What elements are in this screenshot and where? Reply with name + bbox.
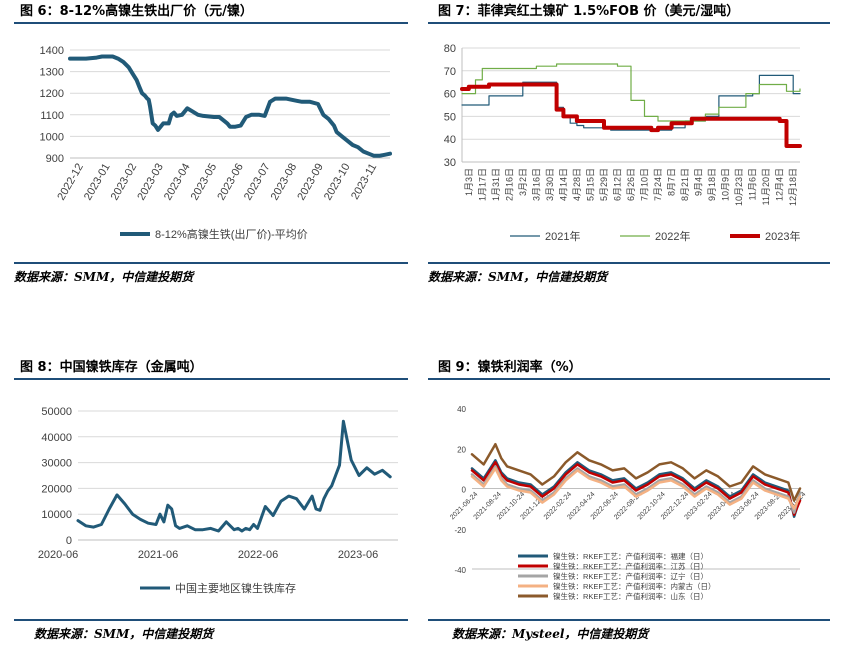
fig7-legend-label: 2023年 bbox=[765, 229, 800, 243]
fig9-legend-label: 镍生铁：RKEF工艺：产值利润率：辽宁（日） bbox=[553, 571, 708, 581]
fig7-x-tick-label: 3月30日 bbox=[545, 168, 555, 201]
fig8-x-tick-label: 2023-06 bbox=[338, 549, 378, 561]
fig9-title: 图 9：镍铁利润率（%） bbox=[438, 360, 582, 375]
fig7-x-tick-label: 11月20日 bbox=[761, 168, 771, 205]
fig9-series-line bbox=[470, 465, 802, 514]
fig6-top-rule bbox=[14, 22, 408, 24]
fig7-legend-label: 2022年 bbox=[655, 229, 690, 243]
fig7-x-tick-label: 12月4日 bbox=[775, 168, 785, 201]
fig7-x-tick-label: 6月12日 bbox=[612, 168, 622, 201]
fig6-y-tick-label: 1400 bbox=[40, 45, 64, 57]
fig7-y-tick-label: 80 bbox=[444, 43, 456, 55]
fig7-x-tick-label: 4月28日 bbox=[572, 168, 582, 201]
fig7-x-tick-label: 6月26日 bbox=[626, 168, 636, 201]
fig6-y-tick-label: 1300 bbox=[40, 67, 64, 79]
fig9-series-line bbox=[470, 459, 802, 518]
fig7-title: 图 7：菲律宾红土镍矿 1.5%FOB 价（美元/湿吨） bbox=[438, 4, 740, 19]
fig8-top-rule bbox=[14, 378, 408, 380]
fig8-y-tick-label: 0 bbox=[66, 535, 72, 547]
fig7-x-tick-label: 10月9日 bbox=[721, 168, 731, 201]
fig7-x-tick-label: 10月23日 bbox=[734, 168, 744, 206]
fig8-x-tick-label: 2022-06 bbox=[238, 549, 278, 561]
fig8-y-tick-label: 50000 bbox=[41, 406, 72, 418]
fig8-title: 图 8：中国镍铁库存（金属吨） bbox=[20, 360, 203, 375]
fig6-y-tick-label: 1200 bbox=[40, 88, 64, 100]
fig7-bottom-rule bbox=[428, 262, 830, 264]
fig7-x-tick-label: 2月16日 bbox=[504, 168, 514, 201]
fig7-x-tick-label: 9月4日 bbox=[694, 168, 704, 196]
fig7-y-tick-label: 60 bbox=[444, 89, 456, 101]
fig7-y-tick-label: 50 bbox=[444, 111, 456, 123]
fig6-bottom-rule bbox=[14, 262, 408, 264]
fig9-legend-label: 镍生铁：RKEF工艺：产值利润率：江苏（日） bbox=[553, 561, 708, 571]
fig7-x-tick-label: 1月3日 bbox=[464, 168, 474, 196]
fig9-y-tick-label: 0 bbox=[462, 486, 467, 495]
fig7-source: 数据来源：SMM，中信建投期货 bbox=[428, 270, 608, 284]
fig6-y-tick-label: 900 bbox=[46, 153, 64, 165]
fig9-bottom-rule bbox=[428, 619, 830, 621]
fig8-y-tick-label: 40000 bbox=[41, 432, 72, 444]
fig7-x-tick-label: 3月16日 bbox=[531, 168, 541, 201]
fig9-legend-label: 镍生铁：RKEF工艺：产值利润率：山东（日） bbox=[553, 591, 708, 601]
fig9-top-rule bbox=[428, 378, 830, 380]
fig7-top-rule bbox=[428, 22, 830, 24]
fig7-x-tick-label: 7月10日 bbox=[640, 168, 650, 201]
fig7-x-tick-label: 9月18日 bbox=[707, 168, 717, 201]
fig9-series-line bbox=[470, 461, 802, 516]
fig7-x-tick-label: 1月17日 bbox=[477, 168, 487, 201]
fig7-x-tick-label: 12月18日 bbox=[788, 168, 798, 206]
fig6-source: 数据来源：SMM，中信建投期货 bbox=[14, 270, 194, 284]
fig9-series-line bbox=[470, 467, 802, 510]
fig8-y-tick-label: 10000 bbox=[41, 509, 72, 521]
fig7-y-tick-label: 30 bbox=[444, 157, 456, 169]
fig7-x-tick-label: 8月21日 bbox=[680, 168, 690, 201]
fig6-title: 图 6：8-12%高镍生铁出厂价（元/镍） bbox=[20, 4, 253, 19]
fig6-y-tick-label: 1100 bbox=[40, 110, 64, 122]
fig9-y-tick-label: -40 bbox=[454, 566, 466, 575]
fig6-y-tick-label: 1000 bbox=[40, 131, 64, 143]
fig7-x-tick-label: 5月15日 bbox=[585, 168, 595, 201]
fig9-y-tick-label: -20 bbox=[454, 526, 466, 535]
fig8-legend-label: 中国主要地区镍生铁库存 bbox=[175, 581, 296, 595]
fig9-y-tick-label: 20 bbox=[457, 445, 466, 454]
fig8-y-tick-label: 20000 bbox=[41, 483, 72, 495]
fig6-series-line bbox=[68, 54, 392, 158]
fig6-x-tick-label: 2023-11 bbox=[349, 162, 379, 202]
fig8-x-tick-label: 2020-06 bbox=[38, 549, 78, 561]
fig7-x-tick-label: 8月7日 bbox=[667, 168, 677, 196]
fig7-series-line bbox=[460, 82, 802, 148]
fig9-source: 数据来源：Mysteel，中信建投期货 bbox=[452, 627, 649, 641]
fig7-x-tick-label: 11月6日 bbox=[748, 168, 758, 200]
fig7-x-tick-label: 1月31日 bbox=[491, 168, 501, 201]
fig7-series-line bbox=[461, 74, 801, 131]
fig9-y-tick-label: 40 bbox=[457, 405, 466, 414]
fig7-x-tick-label: 3月2日 bbox=[518, 168, 528, 196]
fig7-y-tick-label: 40 bbox=[444, 134, 456, 146]
fig7-x-tick-label: 4月14日 bbox=[558, 168, 568, 201]
fig9-series-line bbox=[470, 442, 802, 502]
fig7-x-tick-label: 7月24日 bbox=[653, 168, 663, 201]
fig6-legend-label: 8-12%高镍生铁(出厂价)-平均价 bbox=[155, 227, 308, 241]
fig6-x-tick-label: 2023-10 bbox=[322, 162, 353, 203]
fig8-source: 数据来源：SMM，中信建投期货 bbox=[34, 627, 214, 641]
fig7-x-tick-label: 5月29日 bbox=[599, 168, 609, 201]
fig9-legend-label: 镍生铁：RKEF工艺：产值利润率：福建（日） bbox=[553, 551, 708, 561]
fig8-series-line bbox=[76, 419, 392, 533]
fig9-legend-label: 镍生铁：RKEF工艺：产值利润率：内蒙古（日） bbox=[553, 581, 716, 591]
fig8-bottom-rule bbox=[14, 619, 408, 621]
fig7-y-tick-label: 70 bbox=[444, 66, 456, 78]
fig7-legend-label: 2021年 bbox=[545, 229, 580, 243]
fig8-x-tick-label: 2021-06 bbox=[138, 549, 178, 561]
fig8-y-tick-label: 30000 bbox=[41, 458, 72, 470]
fig7-series-line bbox=[461, 63, 801, 122]
